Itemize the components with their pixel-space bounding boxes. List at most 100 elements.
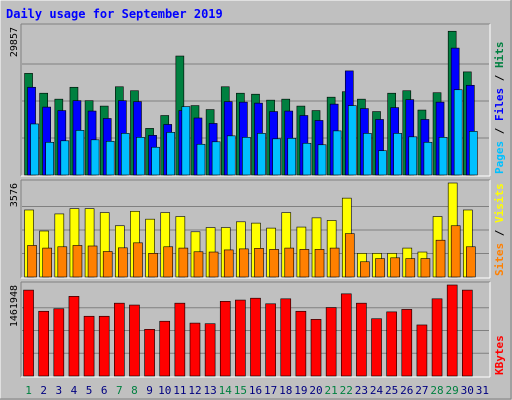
bar-pages-day-17	[272, 138, 281, 176]
legend-separator: /	[493, 121, 506, 141]
day-label-20: 20	[309, 384, 322, 397]
bar-pages-day-28	[438, 137, 448, 176]
bar-pages-day-12	[196, 143, 206, 176]
bar-kbytes-day-3	[53, 308, 65, 377]
bar-sites-day-16	[254, 248, 264, 278]
day-label-6: 6	[101, 384, 108, 397]
bar-pages-day-1	[30, 123, 39, 176]
bar-pages-day-5	[90, 139, 100, 176]
bar-sites-day-21	[329, 247, 340, 278]
day-label-2: 2	[40, 384, 47, 397]
legend-3: KBytes	[493, 335, 506, 375]
day-label-24: 24	[370, 384, 384, 397]
panel-3: 1461948	[9, 281, 491, 378]
bar-sites-day-6	[102, 251, 113, 278]
bar-sites-day-14	[223, 249, 234, 278]
bar-pages-day-2	[45, 141, 54, 176]
bar-pages-day-15	[242, 137, 251, 176]
bar-pages-day-3	[60, 140, 70, 176]
day-label-7: 7	[116, 384, 123, 397]
day-label-26: 26	[400, 384, 413, 397]
day-label-30: 30	[461, 384, 474, 397]
day-label-29: 29	[446, 384, 459, 397]
day-label-19: 19	[294, 384, 307, 397]
day-label-1: 1	[25, 384, 32, 397]
bar-sites-day-7	[118, 247, 128, 278]
bar-sites-day-1	[27, 245, 37, 278]
bar-pages-day-24	[378, 150, 387, 176]
legend-1: Pages / Files / Hits	[493, 42, 506, 175]
legend-pages: Pages	[493, 141, 506, 174]
bar-sites-day-29	[450, 225, 461, 278]
panel-2: 3576	[9, 179, 491, 279]
bar-kbytes-day-24	[371, 318, 382, 377]
day-label-4: 4	[71, 384, 78, 397]
day-label-12: 12	[188, 384, 201, 397]
day-label-28: 28	[430, 384, 443, 397]
bar-sites-day-3	[57, 246, 68, 278]
day-label-27: 27	[415, 384, 428, 397]
bar-kbytes-day-18	[280, 298, 292, 377]
bar-kbytes-day-21	[325, 307, 337, 377]
bar-kbytes-day-8	[129, 304, 140, 377]
bar-sites-day-10	[163, 246, 174, 278]
bar-kbytes-day-20	[310, 319, 322, 377]
bar-pages-day-21	[332, 130, 342, 176]
bar-kbytes-day-4	[68, 296, 80, 377]
bar-pages-day-11	[181, 106, 191, 176]
legend-sites: Sites	[493, 243, 506, 276]
bar-kbytes-day-11	[174, 302, 186, 377]
day-label-17: 17	[264, 384, 277, 397]
bar-sites-day-19	[299, 249, 310, 278]
day-label-22: 22	[340, 384, 353, 397]
y-max-label: 1461948	[9, 285, 20, 327]
y-max-label: 3576	[9, 183, 20, 207]
bar-sites-day-2	[42, 247, 52, 278]
bar-sites-day-4	[72, 245, 83, 278]
day-label-16: 16	[249, 384, 262, 397]
bar-kbytes-day-16	[250, 297, 261, 377]
day-label-18: 18	[279, 384, 292, 397]
bar-sites-day-15	[239, 248, 249, 278]
bar-sites-day-20	[314, 249, 325, 278]
legend-separator: /	[493, 68, 506, 88]
day-label-5: 5	[86, 384, 93, 397]
bar-sites-day-26	[405, 258, 416, 278]
bar-pages-day-14	[226, 135, 236, 176]
bar-pages-day-29	[453, 89, 463, 176]
day-label-21: 21	[325, 384, 338, 397]
bar-pages-day-8	[136, 137, 145, 176]
day-label-14: 14	[219, 384, 233, 397]
bar-kbytes-day-10	[159, 320, 171, 377]
bar-pages-day-23	[363, 133, 372, 176]
bar-kbytes-day-30	[462, 289, 473, 377]
bar-sites-day-18	[284, 247, 295, 278]
bar-pages-day-26	[408, 136, 418, 176]
x-axis-day-labels: 1 2 3 4 5 6 7 8 9 10 11 12 13 14 15 16 17 18 19 20 21 22 23 24 2…	[25, 384, 489, 397]
legend-visits: Visits	[493, 183, 506, 223]
day-label-13: 13	[203, 384, 216, 397]
bar-pages-day-10	[166, 132, 176, 176]
bar-kbytes-day-9	[144, 329, 155, 377]
bar-sites-day-11	[178, 247, 189, 278]
bar-sites-day-5	[87, 245, 98, 278]
bar-kbytes-day-14	[219, 301, 231, 377]
day-label-11: 11	[173, 384, 186, 397]
bar-sites-day-23	[360, 261, 370, 278]
bar-sites-day-8	[133, 242, 143, 278]
bar-kbytes-day-29	[446, 284, 458, 377]
bar-sites-day-13	[208, 251, 219, 278]
day-label-15: 15	[234, 384, 247, 397]
bar-kbytes-day-26	[401, 309, 413, 377]
bar-kbytes-day-7	[114, 302, 125, 377]
bar-kbytes-day-27	[416, 324, 428, 377]
bar-pages-day-25	[393, 133, 402, 176]
bar-sites-day-28	[435, 239, 446, 278]
bar-kbytes-day-5	[83, 315, 95, 377]
bar-pages-day-9	[151, 146, 160, 176]
chart-legends: Pages / Files / Hits Sites / Visits KBytes	[493, 42, 506, 376]
bar-sites-day-27	[420, 258, 431, 278]
legend-2: Sites / Visits	[493, 183, 506, 276]
bar-sites-day-22	[344, 233, 355, 278]
